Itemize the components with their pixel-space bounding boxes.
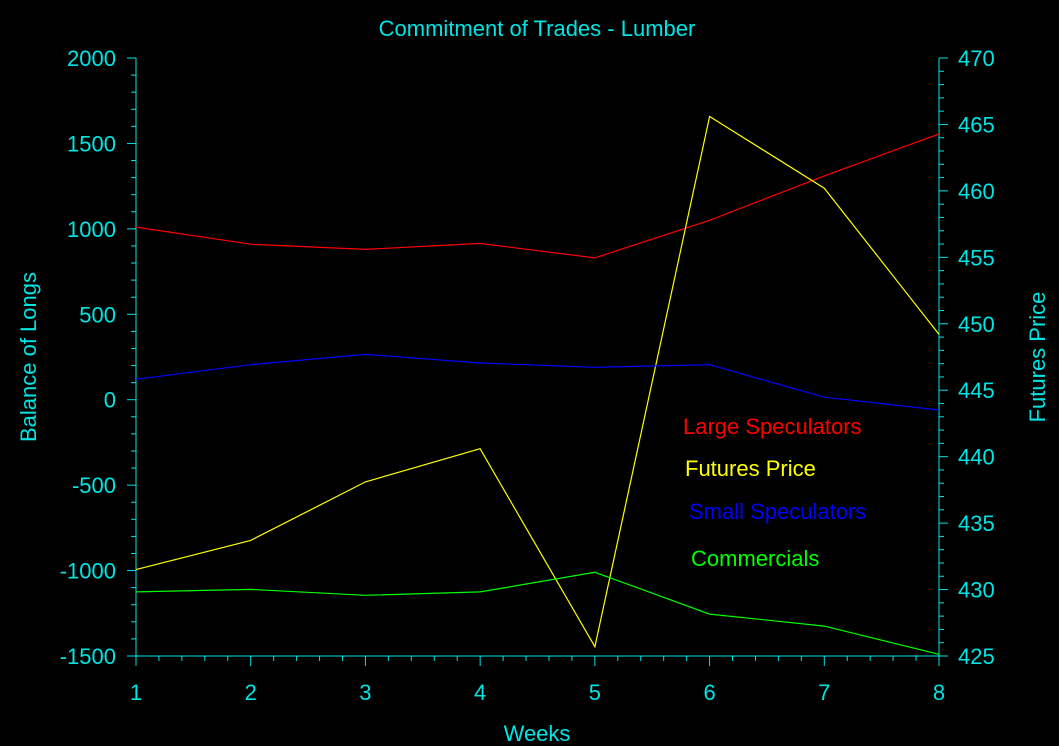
chart-title: Commitment of Trades - Lumber: [379, 16, 696, 41]
x-tick-label: 7: [818, 680, 830, 705]
x-tick-label: 4: [474, 680, 486, 705]
x-axis-label: Weeks: [504, 721, 571, 746]
y-tick-label: 500: [79, 302, 116, 327]
x-tick-label: 6: [703, 680, 715, 705]
y-tick-label: -1500: [60, 644, 116, 669]
x-tick-label: 5: [589, 680, 601, 705]
series-line-small-speculators: [135, 353, 940, 411]
series-lines: [135, 115, 940, 655]
legend: Large Speculators Futures Price Small Spec…: [683, 414, 866, 571]
x-tick-label: 2: [245, 680, 257, 705]
y2-tick-label: 470: [958, 46, 995, 71]
y2-tick-label: 450: [958, 312, 995, 337]
legend-entry-futures-price: Futures Price: [685, 456, 816, 481]
y-axis-label: Balance of Longs: [16, 272, 41, 442]
y2-tick-label: 465: [958, 112, 995, 137]
series-line-large-speculators: [135, 133, 940, 259]
y-tick-label: 1500: [67, 131, 116, 156]
y2-tick-label: 440: [958, 445, 995, 470]
y2-tick-label: 460: [958, 179, 995, 204]
legend-entry-large-speculators: Large Speculators: [683, 414, 862, 439]
legend-entry-commercials: Commercials: [691, 546, 819, 571]
series-line-commercials: [135, 571, 940, 655]
series-line-futures-price: [135, 115, 940, 649]
y2-axis-label: Futures Price: [1025, 292, 1050, 423]
y2-tick-label: 455: [958, 245, 995, 270]
y-tick-label: -500: [72, 473, 116, 498]
y2-tick-label: 425: [958, 644, 995, 669]
x-tick-label: 8: [933, 680, 945, 705]
y-tick-label: 0: [104, 388, 116, 413]
ticks: -1500-1000-50005001000150020004254304354…: [60, 46, 995, 705]
axes: [135, 58, 940, 657]
y2-tick-label: 435: [958, 511, 995, 536]
y-tick-label: 1000: [67, 217, 116, 242]
legend-entry-small-speculators: Small Speculators: [689, 499, 866, 524]
y2-tick-label: 430: [958, 578, 995, 603]
x-tick-label: 3: [359, 680, 371, 705]
y-tick-label: 2000: [67, 46, 116, 71]
y-tick-label: -1000: [60, 559, 116, 584]
x-tick-label: 1: [130, 680, 142, 705]
y2-tick-label: 445: [958, 378, 995, 403]
